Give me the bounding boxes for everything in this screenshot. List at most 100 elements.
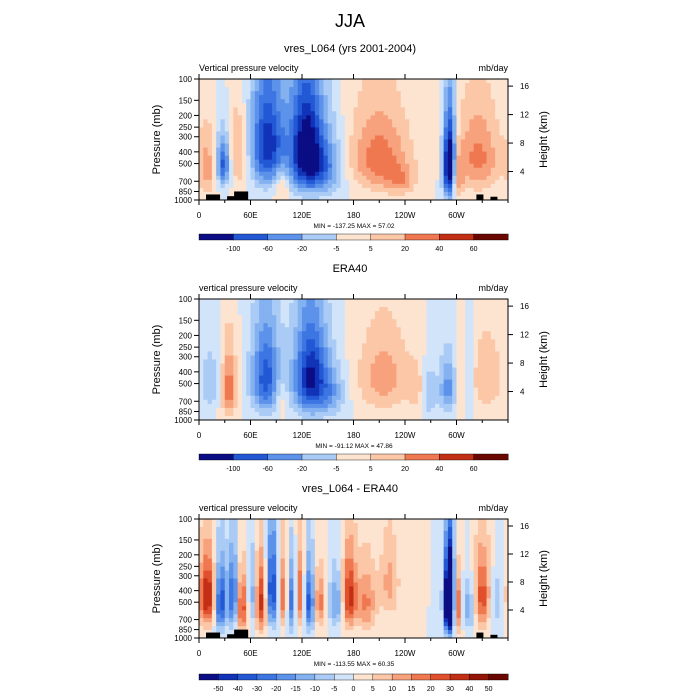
field-cell: [353, 343, 359, 348]
field-cell: [452, 123, 457, 128]
field-cell: [276, 343, 281, 348]
field-cell: [499, 526, 505, 532]
field-cell: [233, 343, 239, 348]
field-cell: [349, 383, 354, 389]
field-cell: [229, 391, 234, 397]
field-cell: [284, 91, 290, 96]
field-cell: [482, 163, 487, 169]
field-cell: [349, 155, 354, 161]
field-cell: [199, 87, 204, 92]
field-cell: [229, 399, 234, 405]
field-cell: [357, 355, 363, 360]
field-cell: [473, 103, 479, 108]
field-cell: [396, 179, 402, 185]
panel-left-label: vertical pressure velocity: [199, 283, 298, 293]
field-cell: [405, 542, 410, 548]
field-cell: [229, 359, 234, 364]
field-cell: [486, 87, 492, 92]
field-cell: [310, 303, 316, 308]
field-cell: [357, 339, 363, 344]
field-cell: [263, 135, 269, 140]
field-cell: [362, 135, 367, 140]
field-cell: [396, 79, 402, 84]
field-cell: [357, 351, 363, 356]
field-cell: [327, 335, 333, 340]
field-cell: [276, 359, 281, 364]
field-cell: [490, 151, 496, 157]
field-cell: [456, 355, 462, 360]
field-cell: [422, 315, 427, 320]
field-cell: [237, 83, 243, 88]
field-cell: [327, 167, 333, 173]
field-cell: [340, 107, 346, 112]
field-cell: [289, 319, 294, 324]
field-cell: [405, 123, 410, 128]
field-cell: [422, 87, 427, 92]
field-cell: [254, 311, 260, 316]
y2-tick-label: 12: [520, 331, 529, 340]
field-cell: [271, 347, 277, 352]
field-cell: [353, 83, 359, 88]
field-cell: [379, 179, 384, 185]
field-cell: [490, 91, 496, 96]
field-cell: [327, 143, 333, 148]
field-cell: [413, 534, 419, 540]
field-cell: [280, 83, 286, 88]
field-cell: [439, 379, 445, 385]
field-cell: [271, 115, 277, 120]
field-cell: [486, 115, 492, 120]
field-cell: [276, 131, 281, 136]
field-cell: [426, 363, 432, 368]
field-cell: [276, 187, 281, 193]
field-cell: [323, 175, 329, 181]
field-cell: [224, 143, 230, 148]
field-cell: [465, 343, 470, 348]
field-cell: [503, 375, 509, 381]
field-cell: [349, 339, 354, 344]
field-cell: [237, 151, 243, 157]
field-cell: [289, 303, 294, 308]
field-cell: [336, 522, 342, 528]
field-cell: [456, 183, 462, 189]
field-cell: [280, 135, 286, 140]
field-cell: [332, 315, 337, 320]
field-cell: [499, 159, 505, 165]
field-cell: [229, 79, 234, 84]
field-cell: [302, 119, 307, 124]
field-cell: [353, 530, 359, 536]
field-cell: [486, 299, 492, 304]
field-cell: [289, 191, 294, 197]
field-cell: [400, 163, 406, 169]
field-cell: [473, 163, 479, 169]
field-cell: [336, 399, 342, 405]
field-cell: [323, 87, 329, 92]
field-cell: [241, 95, 247, 100]
field-cell: [250, 519, 256, 524]
field-cell: [370, 107, 376, 112]
field-cell: [503, 183, 509, 189]
field-cell: [276, 79, 281, 84]
field-cell: [456, 395, 462, 401]
field-cell: [327, 99, 333, 104]
field-cell: [486, 383, 492, 389]
field-cell: [293, 519, 299, 524]
field-cell: [370, 522, 376, 528]
field-cell: [456, 103, 462, 108]
field-cell: [203, 327, 208, 332]
field-cell: [400, 519, 406, 524]
field-cell: [400, 175, 406, 181]
field-cell: [250, 375, 256, 381]
field-cell: [357, 359, 363, 364]
field-cell: [250, 123, 256, 128]
field-cell: [203, 530, 208, 536]
field-cell: [374, 143, 380, 148]
field-cell: [327, 538, 333, 544]
field-cell: [400, 119, 406, 124]
field-cell: [207, 147, 213, 152]
field-cell: [379, 391, 384, 397]
field-cell: [370, 119, 376, 124]
field-cell: [297, 147, 303, 152]
field-cell: [396, 171, 402, 177]
field-cell: [349, 159, 354, 165]
field-cell: [229, 331, 234, 336]
